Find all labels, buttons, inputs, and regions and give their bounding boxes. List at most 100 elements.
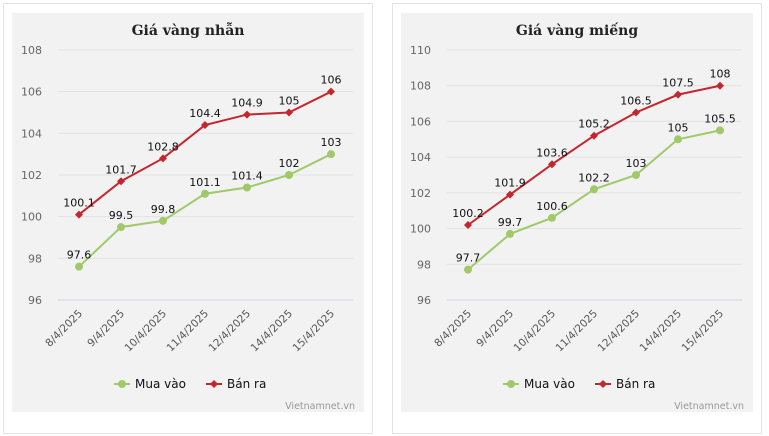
legend-label-mua-vao[interactable]: Mua vào [524,377,575,391]
data-point [464,265,472,274]
data-label: 102.2 [578,171,610,184]
legend-label-ban-ra[interactable]: Bán ra [227,377,266,391]
data-label: 99.7 [498,216,523,229]
x-tick-label: 12/4/2025 [207,308,254,355]
data-label: 105.5 [704,112,736,125]
chart-title: Giá vàng miếng [516,21,638,39]
data-point [75,262,83,271]
chart-gia-vang-mieng: Giá vàng miếng 96 98 100 102 104 106 108 110 8/4/… [410,21,744,412]
legend-dot-ban-ra [210,380,218,388]
data-point [201,121,209,129]
chart-card-mieng: Giá vàng miếng 96 98 100 102 104 106 108 110 8/4/… [392,3,762,434]
y-tick-label: 100 [21,211,42,224]
y-tick-label: 106 [21,86,42,99]
y-tick-label: 98 [417,258,431,271]
data-label: 105.2 [578,118,610,131]
data-label: 106.5 [620,95,652,108]
y-tick-label: 106 [410,115,431,128]
x-tick-label: 15/4/2025 [680,308,727,355]
y-tick-label: 104 [410,151,431,164]
data-label: 102.8 [147,140,179,153]
x-tick-label: 8/4/2025 [43,308,85,350]
x-tick-label: 14/4/2025 [249,308,296,355]
y-tick-label: 98 [28,252,42,265]
data-point [716,81,724,90]
data-point [159,216,167,225]
data-label: 103 [626,157,647,170]
data-point [285,171,293,179]
data-point [159,154,167,163]
x-tick-label: 11/4/2025 [554,308,601,355]
data-label: 100.1 [63,197,95,210]
data-label: 99.8 [151,203,176,216]
series-line-mua-vao [467,129,721,271]
data-label: 107.5 [662,77,694,90]
data-label: 99.5 [109,209,134,222]
data-point [632,108,640,117]
data-label: 106 [321,74,342,87]
series-line-ban-ra [467,84,721,226]
data-label: 100.2 [452,207,484,220]
data-label: 105 [279,95,300,108]
x-tick-label: 9/4/2025 [85,308,127,350]
data-point [674,135,682,144]
y-tick-label: 96 [28,294,42,307]
data-point [464,221,472,229]
data-point [327,150,335,159]
y-tick-label: 104 [21,127,42,140]
chart-card-nhan: Giá vàng nhẫn 96 98 100 102 104 106 108 8/4/2025… [3,3,373,434]
y-tick-label: 96 [417,294,431,307]
y-tick-label: 100 [410,223,431,236]
data-point [674,90,682,99]
data-label: 104.4 [189,107,221,120]
legend-label-mua-vao[interactable]: Mua vào [135,377,186,391]
data-label: 103 [321,136,342,149]
data-label: 101.7 [105,163,137,176]
data-point [327,87,335,96]
x-tick-label: 15/4/2025 [291,308,338,355]
credit-text: Vietnamnet.vn [285,401,355,412]
data-label: 102 [279,157,300,170]
data-point [590,131,598,140]
data-label: 101.1 [189,176,221,189]
data-label: 101.9 [494,177,526,190]
data-label: 97.7 [456,252,481,265]
data-label: 97.6 [67,249,92,262]
data-point [243,110,251,119]
legend-dot-ban-ra [599,380,607,388]
chart-gia-vang-nhan: Giá vàng nhẫn 96 98 100 102 104 106 108 8/4/2025… [21,21,355,412]
data-point [117,223,125,232]
y-tick-label: 110 [410,44,431,57]
data-point [548,160,556,169]
data-point [506,229,514,238]
x-tick-label: 8/4/2025 [432,308,474,350]
data-point [75,210,83,219]
legend-label-ban-ra[interactable]: Bán ra [616,377,655,391]
y-tick-label: 102 [410,187,431,200]
y-tick-label: 108 [410,80,431,93]
y-tick-label: 108 [21,44,42,57]
data-point [716,126,724,135]
data-point [117,177,125,186]
data-point [201,189,209,198]
data-point [285,108,293,117]
legend-dot-mua-vao [507,380,515,388]
data-point [632,171,640,179]
x-tick-label: 10/4/2025 [123,308,170,355]
data-point [548,213,556,222]
x-tick-label: 11/4/2025 [165,308,212,355]
credit-text: Vietnamnet.vn [674,401,744,412]
chart-title: Giá vàng nhẫn [132,21,245,39]
legend-dot-mua-vao [118,380,126,388]
y-tick-label: 102 [21,169,42,182]
x-tick-label: 9/4/2025 [474,308,516,350]
data-label: 104.9 [231,97,263,110]
data-point [506,190,514,199]
data-label: 101.4 [231,170,263,183]
data-point [243,183,251,192]
data-point [590,185,598,194]
data-label: 103.6 [536,146,568,159]
x-tick-label: 14/4/2025 [638,308,685,355]
data-label: 100.6 [536,200,568,213]
data-label: 105 [668,121,689,134]
